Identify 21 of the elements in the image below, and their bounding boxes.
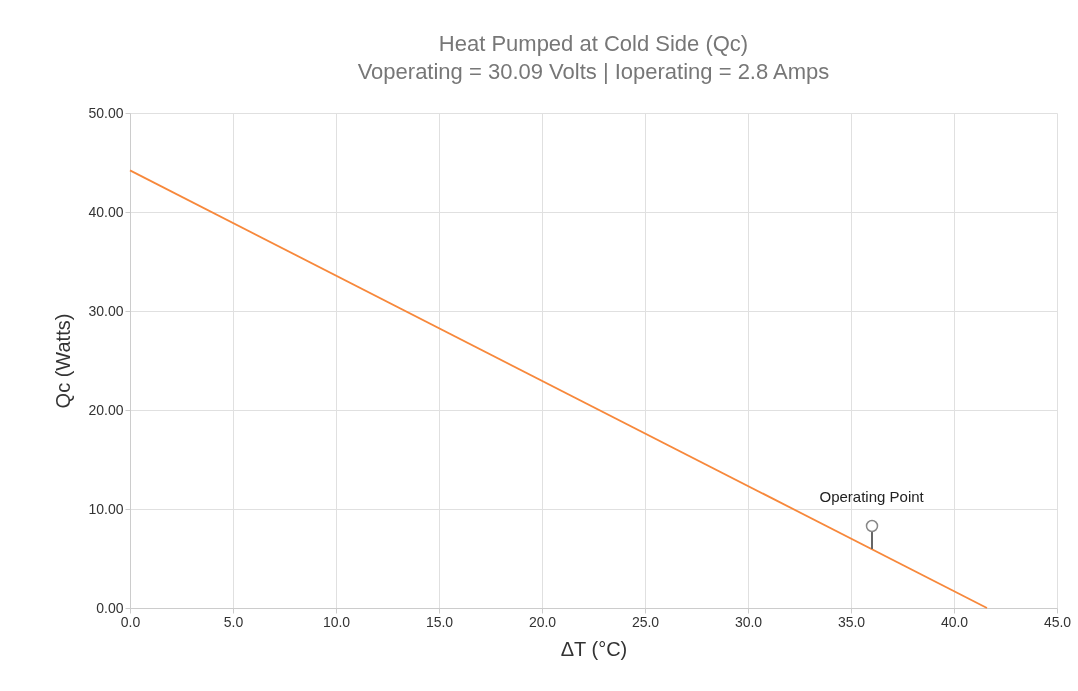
chart-title: Heat Pumped at Cold Side (Qc) <box>438 31 749 56</box>
y-tick-label: 50.00 <box>88 104 124 121</box>
x-tick-label: 40.0 <box>940 613 969 630</box>
x-tick-label: 20.0 <box>528 613 557 630</box>
x-tick-label: 15.0 <box>425 613 454 630</box>
y-tick-label: 40.00 <box>88 203 124 220</box>
y-tick-label: 10.00 <box>88 500 124 517</box>
x-tick-label: 0.0 <box>120 613 141 630</box>
chart-subtitle: Voperating = 30.09 Volts | Ioperating = 2.8 Amps <box>357 59 830 84</box>
y-tick-label: 20.00 <box>88 401 124 418</box>
x-tick-label: 5.0 <box>223 613 244 630</box>
annotation: Operating Point <box>819 487 925 505</box>
x-tick-label: 25.0 <box>631 613 660 630</box>
x-tick-label: 45.0 <box>1043 613 1072 630</box>
y-tick-label: 30.00 <box>88 302 124 319</box>
x-tick-label: 10.0 <box>322 613 351 630</box>
y-tick-label: 0.00 <box>96 599 124 616</box>
x-tick-label: 35.0 <box>837 613 866 630</box>
x-axis-title: ΔT (°C) <box>560 637 628 660</box>
y-axis-title: Qc (Watts) <box>52 313 75 409</box>
x-tick-label: 30.0 <box>734 613 763 630</box>
